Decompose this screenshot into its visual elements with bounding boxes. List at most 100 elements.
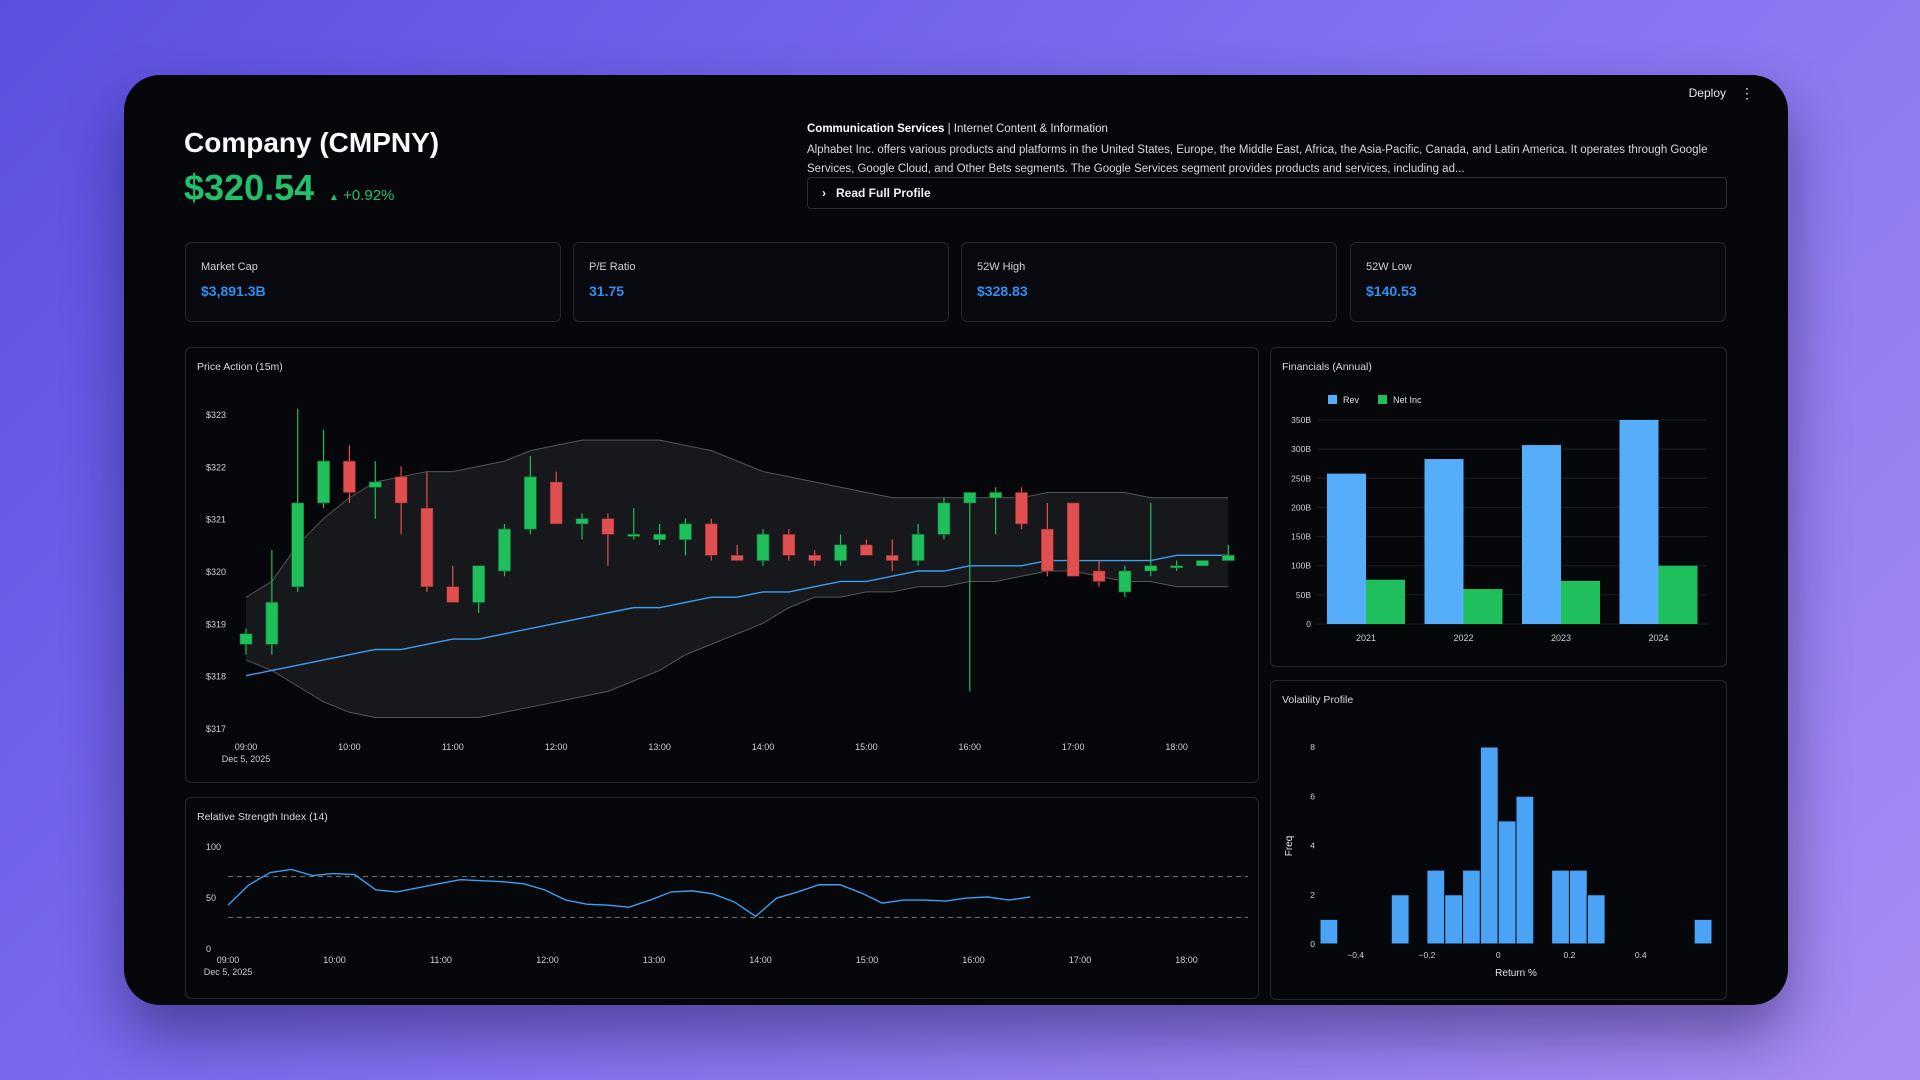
candle-body: [291, 502, 304, 587]
candle-body: [989, 492, 1002, 499]
fin-legend-label: Rev: [1343, 395, 1360, 405]
vol-y-tick: 0: [1310, 939, 1315, 949]
fin-bar: [1658, 565, 1698, 624]
candle-body: [860, 544, 873, 556]
candle-body: [1118, 570, 1132, 593]
industry-label: Internet Content & Information: [953, 123, 1108, 135]
vol-bar: [1693, 918, 1713, 945]
volatility-chart[interactable]: 8 6 4 2 0 −0.4 −0.2 0 0.2 0.4 Return % Freq: [1271, 681, 1726, 999]
candle-body: [1092, 570, 1106, 582]
candle-body: [343, 460, 356, 493]
candle-body: [1015, 492, 1028, 525]
bollinger-band: [246, 440, 1229, 718]
fin-x-tick: 2021: [1356, 633, 1376, 643]
price-x-tick: 09:00: [235, 742, 258, 752]
rsi-x-tick: 14:00: [749, 955, 772, 965]
fin-legend-swatch: [1328, 395, 1337, 404]
sector-line: Communication Services | Internet Conten…: [807, 123, 1108, 135]
rsi-x-tick: 18:00: [1175, 955, 1198, 965]
fin-y-tick: 250B: [1291, 473, 1311, 483]
read-profile-expander[interactable]: › Read Full Profile: [807, 177, 1727, 209]
candle-body: [575, 518, 589, 525]
candle-body: [653, 534, 666, 540]
fin-y-tick: 300B: [1291, 444, 1311, 454]
triangle-up-icon: ▲: [329, 192, 339, 203]
price-x-tick: 14:00: [752, 742, 775, 752]
candle-body: [446, 586, 460, 603]
vol-bar: [1515, 795, 1535, 945]
rsi-chart[interactable]: 100 50 0 09:00 10:00 11:00 12:00 13:00 14:00 15:0…: [186, 798, 1258, 998]
chevron-right-icon: ›: [822, 186, 826, 200]
candle-body: [937, 502, 951, 535]
candle-body: [1196, 560, 1209, 567]
candle-body: [265, 602, 279, 645]
top-toolbar: Deploy ⋮: [1689, 86, 1754, 100]
candle-body: [498, 528, 511, 572]
candle-body: [1041, 528, 1054, 572]
fin-x-tick: 2024: [1648, 633, 1668, 643]
vol-y-tick: 8: [1310, 742, 1315, 752]
fin-y-tick: 100B: [1291, 561, 1311, 571]
current-price: $320.54: [184, 167, 315, 208]
vol-bar: [1426, 869, 1446, 945]
vol-bar: [1390, 894, 1410, 945]
price-action-chart[interactable]: $323 $322 $321 $320 $319 $318 $317 09:00 10:00 11…: [186, 348, 1258, 782]
rsi-x-tick: 11:00: [430, 955, 452, 965]
financials-panel: 350B 300B 250B 200B 150B 100B 50B 0 Rev Net Inc 20…: [1270, 347, 1727, 667]
rsi-x-tick: 16:00: [962, 955, 985, 965]
deploy-button[interactable]: Deploy: [1688, 86, 1726, 100]
metric-label: P/E Ratio: [589, 261, 636, 273]
candle-body: [911, 534, 925, 561]
financials-title: Financials (Annual): [1282, 361, 1372, 373]
candle-body: [756, 534, 770, 561]
metric-market-cap: Market Cap $3,891.3B: [185, 242, 561, 322]
vol-y-tick: 2: [1310, 890, 1315, 900]
price-action-title: Price Action (15m): [197, 361, 283, 373]
candle-body: [524, 476, 537, 530]
vol-y-tick: 6: [1310, 791, 1315, 801]
fin-bar: [1619, 420, 1659, 624]
metric-52w-high: 52W High $328.83: [961, 242, 1337, 322]
candle-body: [394, 476, 408, 504]
candle-body: [679, 523, 692, 540]
fin-bar: [1561, 580, 1600, 624]
price-x-tick: 18:00: [1165, 742, 1188, 752]
rsi-x-tick: 13:00: [643, 955, 666, 965]
vertical-dots-icon[interactable]: ⋮: [1740, 85, 1754, 101]
price-y-tick: $321: [206, 515, 226, 525]
company-description: Alphabet Inc. offers various products an…: [807, 144, 1708, 175]
price-y-tick: $317: [206, 724, 226, 734]
metric-value: $328.83: [977, 283, 1028, 299]
vol-y-tick: 4: [1310, 841, 1315, 851]
fin-y-tick: 50B: [1296, 590, 1311, 600]
candle-body: [834, 544, 847, 561]
price-x-tick: 10:00: [338, 742, 361, 752]
rsi-line: [227, 868, 1031, 918]
sector-separator: |: [944, 123, 954, 135]
vol-bar: [1568, 869, 1588, 945]
price-x-tick: 13:00: [648, 742, 671, 752]
bollinger-upper-line: [245, 439, 1229, 598]
metric-value: 31.75: [589, 283, 625, 299]
bollinger-lower-line: [245, 570, 1229, 719]
price-x-date: Dec 5, 2025: [222, 754, 271, 764]
fin-bar: [1424, 459, 1464, 624]
app-window: Deploy ⋮ Company (CMPNY) $320.54 ▲ +0.92…: [124, 75, 1788, 1005]
rsi-title: Relative Strength Index (14): [197, 811, 328, 823]
rsi-y-tick: 100: [206, 842, 221, 852]
metric-label: 52W High: [977, 261, 1026, 273]
sector-label: Communication Services: [807, 123, 945, 135]
fin-legend-swatch: [1378, 395, 1387, 404]
metric-pe-ratio: P/E Ratio 31.75: [573, 242, 949, 322]
fin-legend-label: Net Inc: [1393, 395, 1422, 405]
vol-bar: [1551, 869, 1570, 945]
fin-y-tick: 150B: [1291, 532, 1311, 542]
candle-body: [808, 555, 822, 561]
financials-chart[interactable]: 350B 300B 250B 200B 150B 100B 50B 0 Rev Net Inc 20…: [1271, 348, 1726, 666]
candle-body: [704, 523, 718, 556]
candle-body: [885, 555, 899, 561]
rsi-x-tick: 17:00: [1069, 955, 1092, 965]
price-y-tick: $322: [206, 462, 226, 472]
vol-bar: [1444, 894, 1464, 945]
price-y-tick: $323: [206, 410, 226, 420]
